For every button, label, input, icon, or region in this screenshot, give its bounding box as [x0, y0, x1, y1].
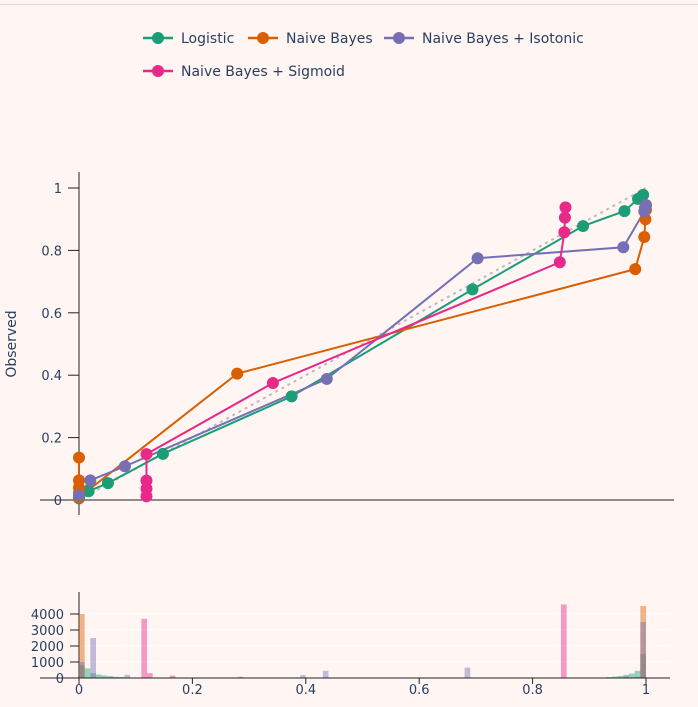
legend-label: Naive Bayes + Isotonic: [422, 31, 584, 47]
data-point: [320, 372, 333, 385]
histogram-bar: [113, 676, 119, 678]
histogram-bar: [79, 662, 85, 678]
y-tick-label: 1: [54, 182, 62, 197]
data-point: [140, 474, 153, 487]
legend-item[interactable]: Naive Bayes + Isotonic: [384, 31, 584, 47]
data-point: [559, 201, 572, 214]
legend-item[interactable]: Naive Bayes + Sigmoid: [143, 64, 345, 80]
data-point: [471, 252, 484, 265]
hist-y-tick-label: 0: [56, 672, 64, 687]
hist-x-tick-label: 0.8: [522, 683, 543, 698]
data-point: [266, 377, 279, 389]
data-point: [156, 447, 169, 460]
histogram-bar: [147, 673, 153, 678]
histogram-bar: [90, 673, 97, 678]
data-point: [577, 220, 590, 233]
histogram-bar: [96, 674, 102, 678]
histogram-bar: [628, 673, 635, 678]
data-point: [640, 199, 652, 212]
hist-x-tick-label: 0.4: [295, 683, 316, 698]
y-tick-label: 0: [54, 494, 62, 509]
histogram-bar: [169, 675, 176, 678]
data-point: [638, 230, 651, 243]
histogram-bar: [124, 674, 131, 678]
hist-y-tick-label: 4000: [31, 608, 64, 623]
y-tick-label: 0.4: [41, 369, 62, 384]
data-point: [118, 460, 131, 473]
histogram-bar: [107, 676, 114, 678]
data-point: [231, 367, 244, 380]
data-point: [466, 283, 479, 296]
y-tick-label: 0.2: [41, 432, 62, 447]
histogram-bar: [101, 675, 108, 678]
legend-label: Naive Bayes: [286, 31, 373, 47]
data-point: [618, 205, 631, 218]
data-point: [101, 477, 114, 490]
top-border: [0, 0, 698, 5]
data-point: [637, 188, 650, 201]
histogram-bar: [640, 622, 646, 678]
hist-x-tick-label: 0: [75, 683, 83, 698]
histogram-bar: [79, 665, 85, 678]
histogram-bar: [611, 676, 618, 678]
hist-x-tick-label: 0.2: [182, 683, 203, 698]
data-point: [558, 226, 571, 239]
y-tick-label: 0.8: [41, 244, 62, 259]
y-tick-label: 0.6: [41, 307, 62, 322]
y-axis-title: Observed: [4, 310, 20, 377]
hist-y-tick-label: 3000: [31, 624, 64, 639]
histogram-bar: [634, 670, 641, 678]
legend-item[interactable]: Logistic: [143, 31, 234, 47]
legend-marker: [152, 65, 164, 77]
hist-y-tick-label: 1000: [31, 656, 64, 671]
histogram-bar: [560, 604, 567, 678]
series-line: [78, 194, 644, 500]
legend-marker: [393, 32, 405, 44]
data-point: [617, 241, 630, 254]
data-point: [84, 474, 97, 487]
data-point: [82, 485, 95, 498]
histogram-bar: [237, 676, 244, 678]
reference-line: [78, 187, 647, 501]
histogram-bar: [640, 606, 646, 678]
histogram-bar: [623, 676, 629, 678]
hist-y-tick-label: 2000: [31, 640, 64, 655]
series-line: [145, 207, 567, 497]
histogram-bar: [141, 618, 148, 678]
hist-x-tick-label: 1: [642, 683, 650, 698]
histogram-bar: [617, 675, 624, 678]
legend-label: Naive Bayes + Sigmoid: [181, 64, 345, 80]
data-point: [553, 256, 566, 269]
histogram-bar: [640, 654, 646, 678]
histogram-bar: [90, 638, 97, 678]
histogram-bar: [623, 674, 629, 678]
data-point: [73, 451, 85, 464]
data-point: [285, 390, 298, 403]
legend-label: Logistic: [181, 31, 234, 47]
data-point: [73, 489, 85, 502]
data-point: [629, 263, 642, 276]
legend-marker: [152, 32, 164, 44]
legend-item[interactable]: Naive Bayes: [248, 31, 373, 47]
histogram-bar: [79, 614, 85, 678]
hist-x-tick-label: 0.6: [409, 683, 430, 698]
histogram-bar: [300, 675, 306, 678]
data-point: [558, 211, 571, 224]
histogram-bar: [464, 667, 471, 678]
data-point: [140, 448, 153, 461]
legend-marker: [257, 32, 269, 44]
histogram-bar: [84, 668, 91, 678]
histogram-bar: [322, 670, 329, 678]
